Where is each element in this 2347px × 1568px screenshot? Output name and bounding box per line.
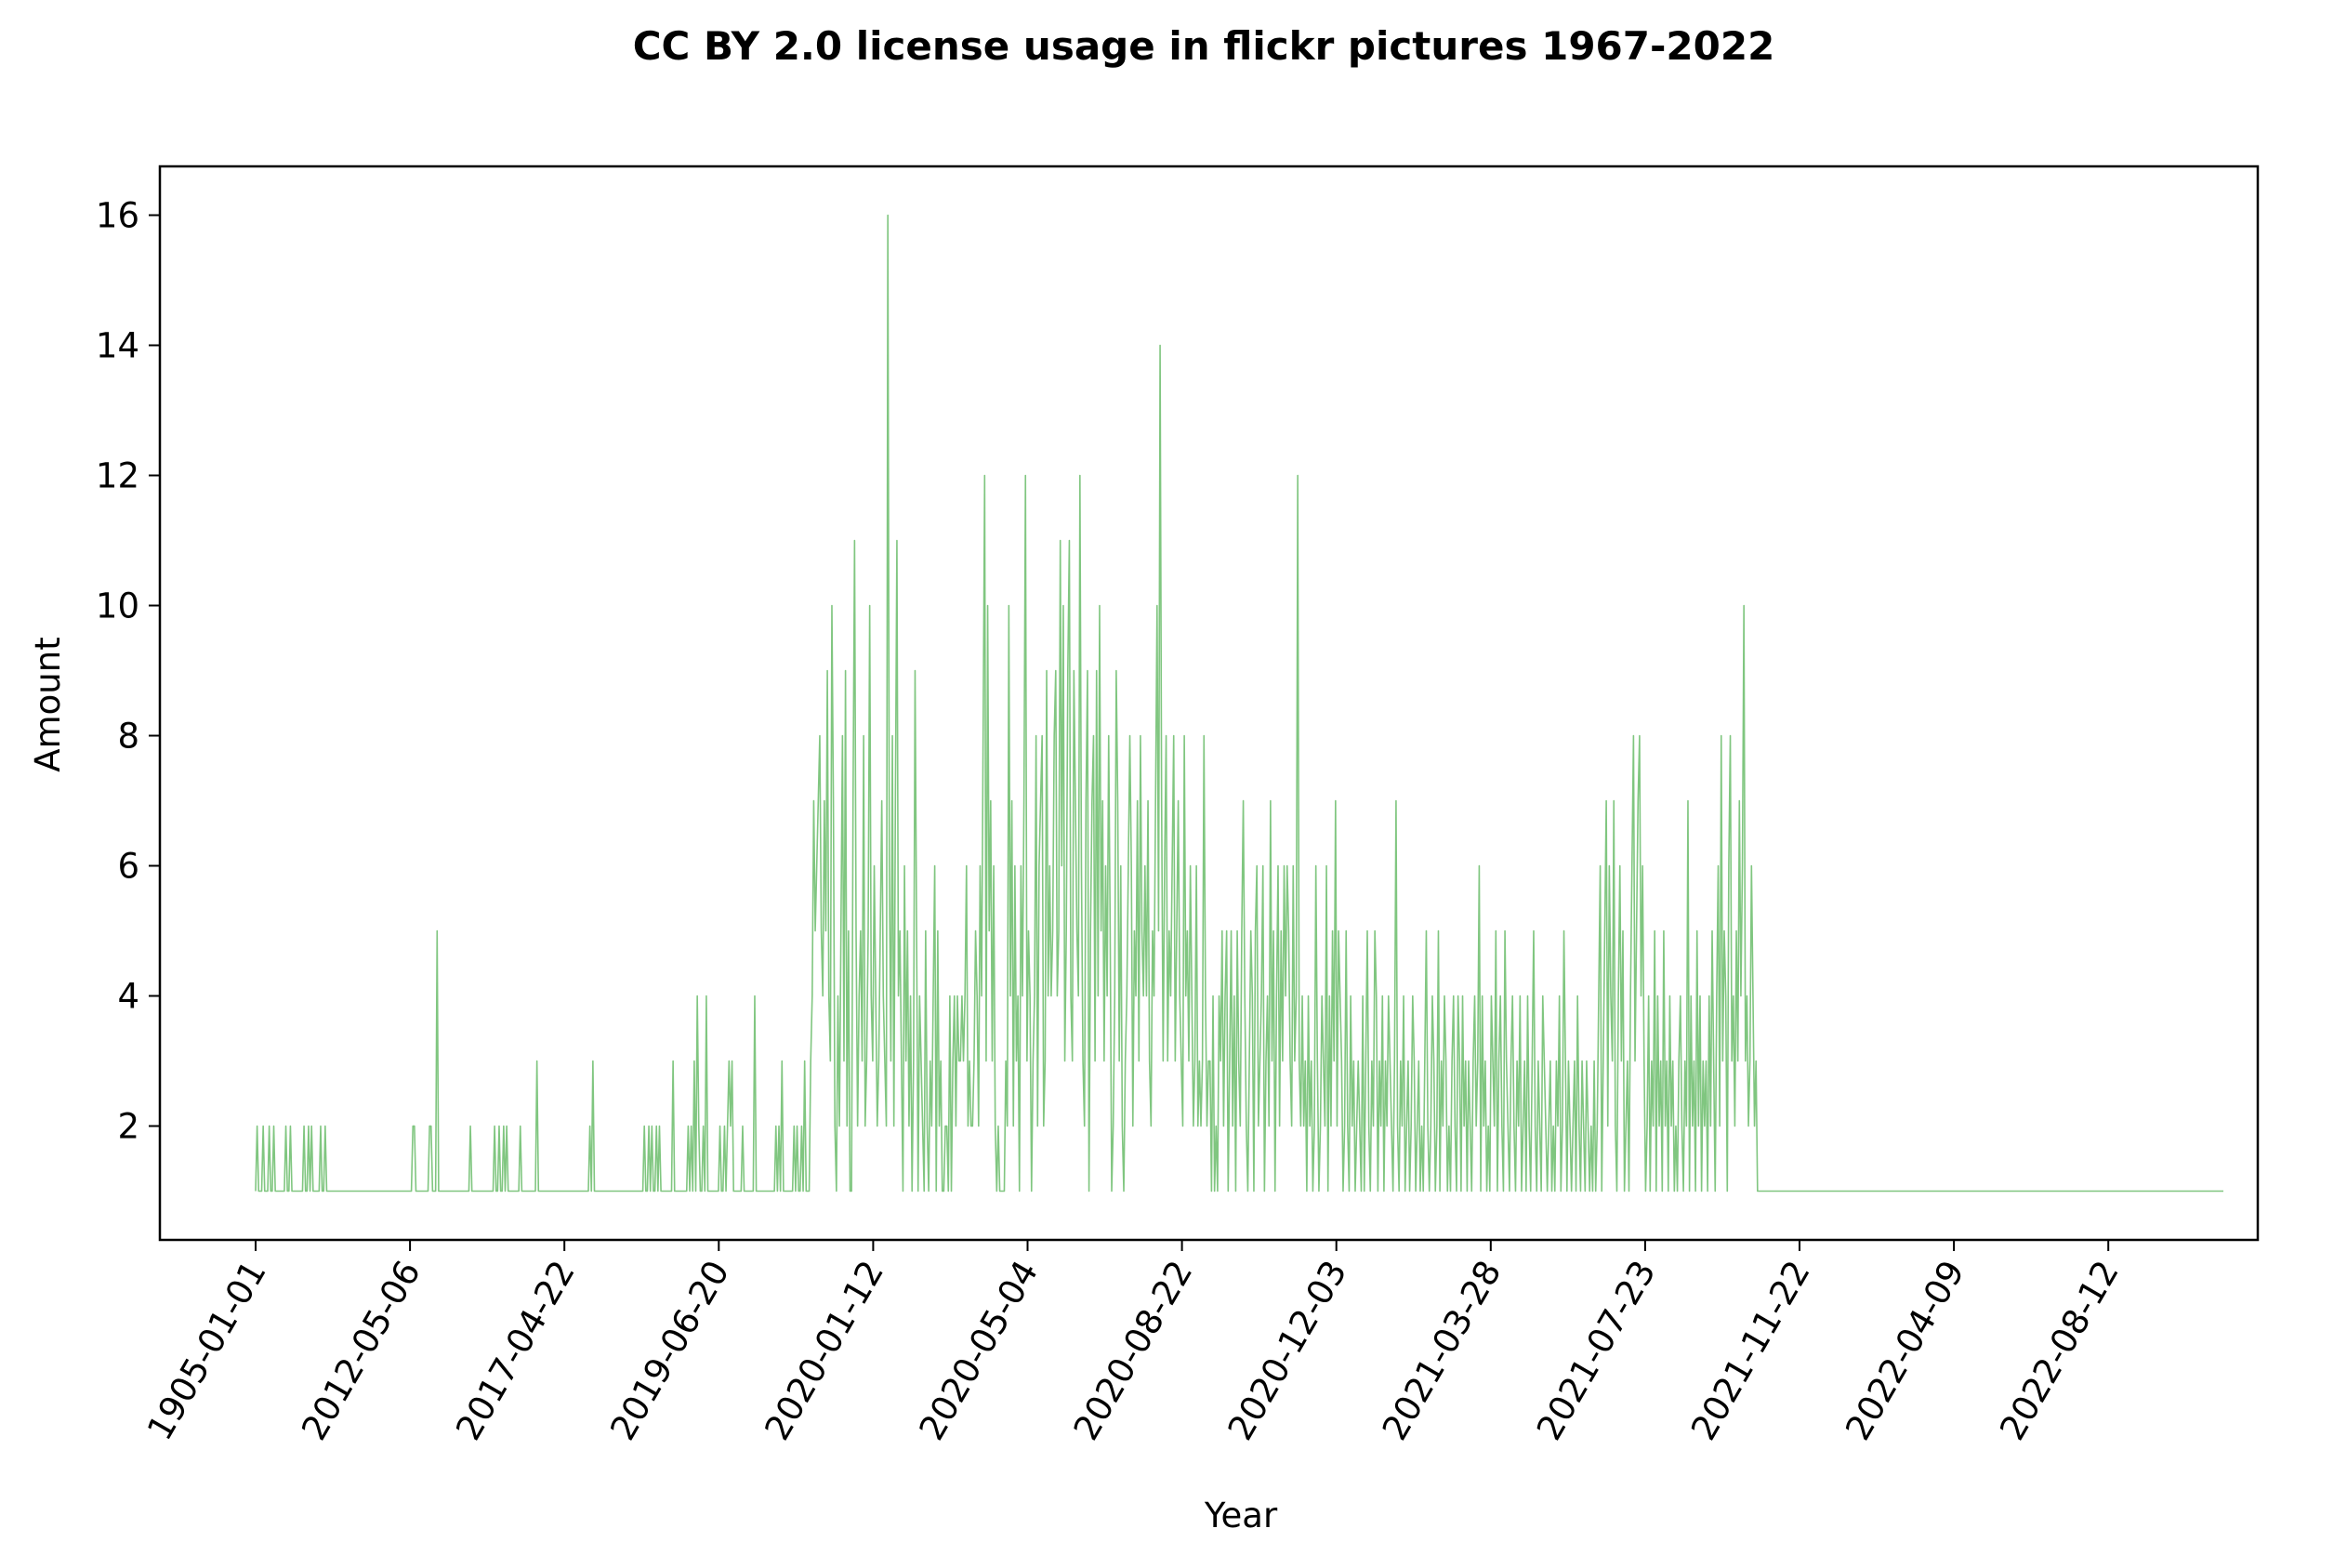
x-axis-label: Year [1204,1496,1278,1535]
y-tick-label: 14 [96,326,139,366]
y-tick-label: 12 [96,456,139,496]
y-axis-label: Amount [28,637,68,771]
plot-frame [158,165,2260,1242]
y-tick-label: 16 [96,196,139,236]
series-line [255,214,2223,1192]
y-tick-label: 2 [117,1107,139,1147]
y-tick-label: 6 [117,847,139,887]
chart-title: CC BY 2.0 license usage in flickr pictur… [633,23,1775,69]
y-axis-ticks: 2 4 6 8 10 12 14 16 [96,196,160,1147]
y-tick-label: 10 [96,586,139,626]
y-tick-label: 4 [117,977,139,1017]
y-tick-label: 8 [117,717,139,757]
series-group [255,214,2223,1192]
